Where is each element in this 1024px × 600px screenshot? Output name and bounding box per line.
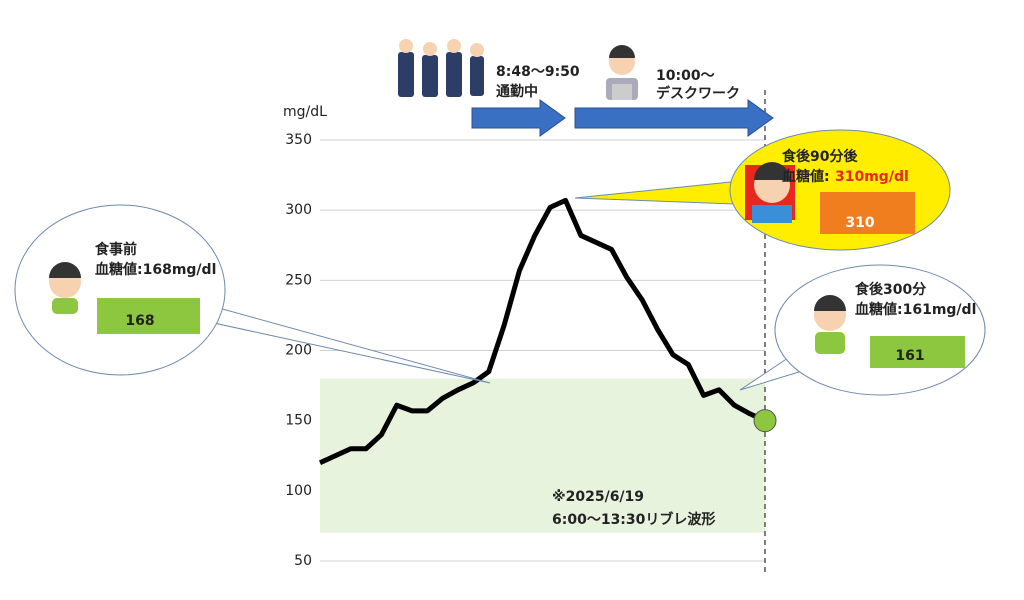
timeline-label: デスクワーク bbox=[656, 85, 740, 102]
y-axis-label: mg/dL bbox=[283, 104, 327, 120]
callout-title: 食事前 bbox=[95, 241, 137, 258]
foreground-layer bbox=[318, 197, 777, 466]
y-tick-label: 300 bbox=[285, 202, 312, 218]
timeline-time: 8:48～9:50 bbox=[496, 64, 580, 80]
commuters-icon bbox=[398, 39, 484, 97]
callout-title: 食後90分後 bbox=[782, 148, 858, 165]
background-layer: 50 100 150 200 250 300 350 bbox=[285, 132, 765, 569]
end-marker bbox=[753, 409, 777, 433]
glucose-line bbox=[318, 197, 767, 466]
note: ※2025/6/19 bbox=[552, 489, 644, 505]
callout-reading: 168 bbox=[125, 313, 154, 329]
timeline-label: 通勤中 bbox=[496, 83, 538, 100]
y-tick-label: 200 bbox=[285, 343, 312, 359]
callout-text: 血糖値:161mg/dl bbox=[855, 301, 976, 318]
callout-title: 食後300分 bbox=[855, 281, 926, 298]
callout-text: 血糖値:168mg/dl bbox=[95, 261, 216, 278]
desk-worker-icon bbox=[606, 45, 638, 100]
desk-arrow bbox=[574, 99, 774, 137]
callout-before-meal: 食事前 血糖値:168mg/dl 168 bbox=[14, 204, 491, 384]
y-tick-label: 150 bbox=[285, 413, 312, 429]
note: 6:00～13:30リブレ波形 bbox=[552, 511, 715, 528]
timeline-time: 10:00～ bbox=[656, 68, 715, 84]
callout-reading: 310 bbox=[845, 215, 874, 231]
y-tick-label: 100 bbox=[285, 483, 312, 499]
y-tick-label: 50 bbox=[294, 553, 312, 569]
y-tick-label: 250 bbox=[285, 272, 312, 288]
callout-highlight: 310mg/dl bbox=[835, 169, 909, 185]
y-tick-label: 350 bbox=[285, 132, 312, 148]
callout-after-300: 食後300分 血糖値:161mg/dl 161 bbox=[739, 264, 986, 396]
callout-reading: 161 bbox=[895, 348, 924, 364]
callout-after-90: 食後90分後 血糖値: 310mg/dl 310 bbox=[574, 129, 951, 251]
callout-text: 血糖値: bbox=[782, 168, 830, 185]
commute-arrow bbox=[471, 99, 566, 137]
target-range bbox=[320, 378, 765, 533]
